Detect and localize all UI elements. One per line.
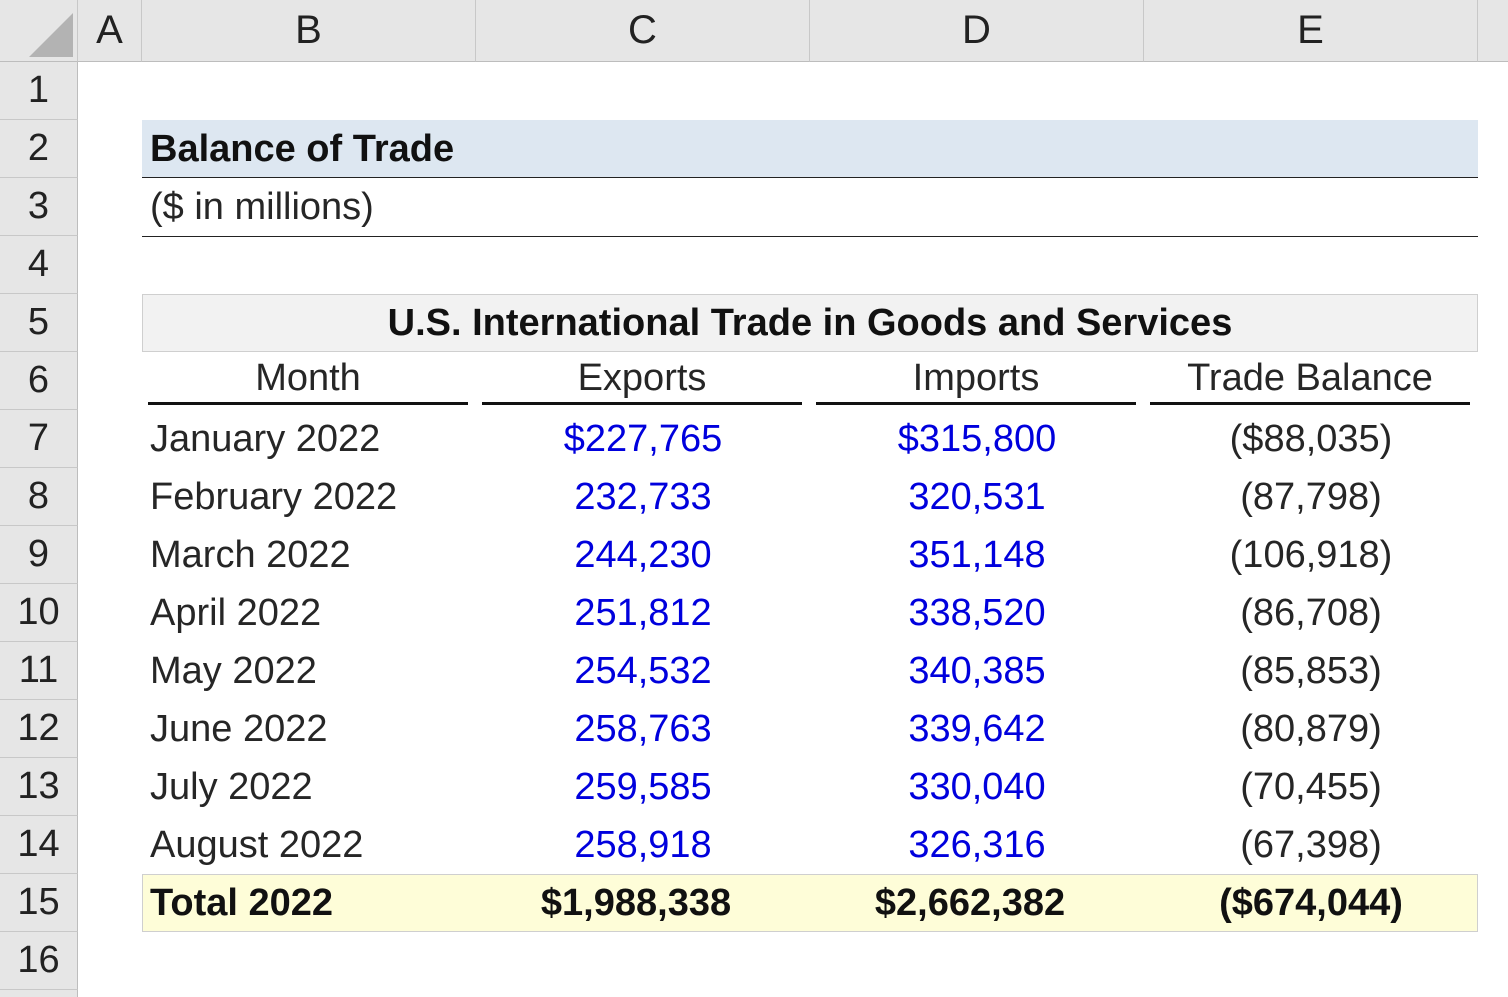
column-header-a[interactable]: A [78, 0, 142, 62]
trade-balance-cell[interactable]: (86,708) [1240, 591, 1382, 634]
row-header-4[interactable]: 4 [0, 236, 78, 294]
imports-cell[interactable]: 330,040 [908, 765, 1046, 808]
total-exports[interactable]: $1,988,338 [540, 881, 732, 924]
total-row-band [142, 874, 1478, 932]
row-header-7[interactable]: 7 [0, 410, 78, 468]
row-header-11[interactable]: 11 [0, 642, 78, 700]
month-cell[interactable]: May 2022 [150, 649, 317, 692]
month-cell[interactable]: March 2022 [150, 533, 351, 576]
units-label[interactable]: ($ in millions) [150, 185, 374, 228]
exports-cell[interactable]: 259,585 [574, 765, 712, 808]
header-month[interactable]: Month [255, 356, 361, 399]
imports-cell[interactable]: 339,642 [908, 707, 1046, 750]
column-header-b[interactable]: B [142, 0, 476, 62]
month-cell[interactable]: August 2022 [150, 823, 364, 866]
title-band [142, 120, 1478, 178]
header-month-underline [148, 402, 468, 405]
month-cell[interactable]: January 2022 [150, 417, 381, 460]
month-cell[interactable]: July 2022 [150, 765, 313, 808]
exports-cell[interactable]: 251,812 [574, 591, 712, 634]
trade-balance-cell[interactable]: (70,455) [1240, 765, 1382, 808]
row-header-13[interactable]: 13 [0, 758, 78, 816]
imports-cell[interactable]: 351,148 [908, 533, 1046, 576]
trade-balance-cell[interactable]: (80,879) [1240, 707, 1382, 750]
total-trade-balance[interactable]: ($674,044) [1219, 881, 1403, 924]
select-all-triangle-icon [29, 13, 73, 57]
row-header-14[interactable]: 14 [0, 816, 78, 874]
header-trade-balance-underline [1150, 402, 1470, 405]
row-header-15[interactable]: 15 [0, 874, 78, 932]
row-header-1[interactable]: 1 [0, 62, 78, 120]
exports-cell[interactable]: $227,765 [563, 417, 723, 460]
month-cell[interactable]: February 2022 [150, 475, 398, 518]
trade-balance-cell[interactable]: (67,398) [1240, 823, 1382, 866]
row-header-10[interactable]: 10 [0, 584, 78, 642]
units-underline [142, 236, 1478, 237]
imports-cell[interactable]: 338,520 [908, 591, 1046, 634]
trade-balance-cell[interactable]: (87,798) [1240, 475, 1382, 518]
column-header-c[interactable]: C [476, 0, 810, 62]
exports-cell[interactable]: 232,733 [574, 475, 712, 518]
row-header-6[interactable]: 6 [0, 352, 78, 410]
row-header-16[interactable]: 16 [0, 932, 78, 990]
header-imports[interactable]: Imports [912, 356, 1040, 399]
exports-cell[interactable]: 258,918 [574, 823, 712, 866]
column-header-e[interactable]: E [1144, 0, 1478, 62]
column-header-overflow [1478, 0, 1508, 62]
select-all-corner[interactable] [0, 0, 78, 62]
row-header-5[interactable]: 5 [0, 294, 78, 352]
exports-cell[interactable]: 258,763 [574, 707, 712, 750]
row-header-3[interactable]: 3 [0, 178, 78, 236]
total-imports[interactable]: $2,662,382 [874, 881, 1066, 924]
month-cell[interactable]: April 2022 [150, 591, 322, 634]
row-header-12[interactable]: 12 [0, 700, 78, 758]
header-exports[interactable]: Exports [577, 356, 707, 399]
trade-balance-cell[interactable]: (85,853) [1240, 649, 1382, 692]
row-header-8[interactable]: 8 [0, 468, 78, 526]
table-title[interactable]: U.S. International Trade in Goods and Se… [142, 294, 1478, 352]
imports-cell[interactable]: $315,800 [897, 417, 1057, 460]
exports-cell[interactable]: 244,230 [574, 533, 712, 576]
header-trade-balance[interactable]: Trade Balance [1187, 356, 1433, 399]
total-label[interactable]: Total 2022 [150, 881, 334, 924]
row-header-2[interactable]: 2 [0, 120, 78, 178]
exports-cell[interactable]: 254,532 [574, 649, 712, 692]
header-exports-underline [482, 402, 802, 405]
imports-cell[interactable]: 340,385 [908, 649, 1046, 692]
imports-cell[interactable]: 326,316 [908, 823, 1046, 866]
trade-balance-cell[interactable]: ($88,035) [1229, 417, 1393, 460]
column-header-d[interactable]: D [810, 0, 1144, 62]
header-imports-underline [816, 402, 1136, 405]
trade-balance-cell[interactable]: (106,918) [1229, 533, 1393, 576]
sheet-title[interactable]: Balance of Trade [150, 127, 455, 170]
month-cell[interactable]: June 2022 [150, 707, 328, 750]
row-header-9[interactable]: 9 [0, 526, 78, 584]
row-header-overflow [0, 990, 78, 997]
imports-cell[interactable]: 320,531 [908, 475, 1046, 518]
